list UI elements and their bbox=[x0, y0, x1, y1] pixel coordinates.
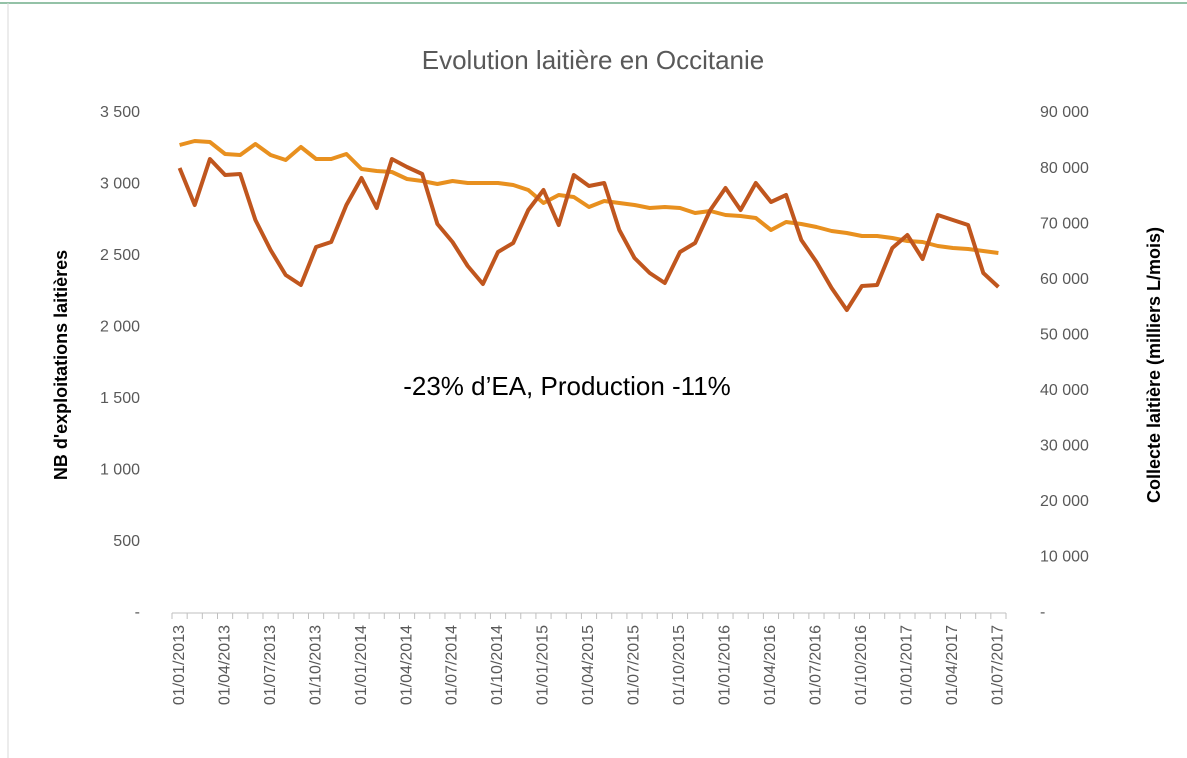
y2-tick-label: - bbox=[1040, 604, 1045, 621]
y-tick-label: 500 bbox=[113, 533, 140, 550]
x-tick-label: 01/10/2014 bbox=[489, 625, 506, 705]
y-tick-label: 2 500 bbox=[100, 247, 140, 264]
y-tick-label: - bbox=[135, 604, 140, 621]
y2-axis-title: Collecte laitière (milliers L/mois) bbox=[1144, 227, 1164, 503]
series-line bbox=[179, 139, 999, 255]
y-tick-label: 2 000 bbox=[100, 319, 140, 336]
x-tick-label: 01/04/2013 bbox=[216, 625, 233, 705]
x-tick-label: 01/10/2015 bbox=[671, 625, 688, 705]
y2-tick-label: 20 000 bbox=[1040, 493, 1089, 510]
x-tick-label: 01/04/2015 bbox=[580, 625, 597, 705]
y-tick-label: 1 500 bbox=[100, 390, 140, 407]
x-tick-label: 01/07/2015 bbox=[626, 625, 643, 705]
y2-tick-label: 10 000 bbox=[1040, 549, 1089, 566]
y2-tick-label: 80 000 bbox=[1040, 160, 1089, 177]
x-tick-label: 01/04/2017 bbox=[944, 625, 961, 705]
y-tick-label: 3 500 bbox=[100, 104, 140, 121]
x-tick-label: 01/01/2014 bbox=[353, 625, 370, 705]
x-tick-label: 01/07/2014 bbox=[444, 625, 461, 705]
annotation: -23% d’EA, Production -11% bbox=[403, 371, 731, 401]
x-tick-label: 01/07/2017 bbox=[990, 625, 1007, 705]
y2-tick-label: 50 000 bbox=[1040, 326, 1089, 343]
y2-tick-label: 60 000 bbox=[1040, 271, 1089, 288]
x-tick-label: 01/01/2016 bbox=[717, 625, 734, 705]
x-tick-label: 01/01/2013 bbox=[171, 625, 188, 705]
y2-tick-label: 30 000 bbox=[1040, 438, 1089, 455]
x-tick-label: 01/01/2015 bbox=[535, 625, 552, 705]
series-line bbox=[177, 157, 1000, 312]
y2-tick-label: 90 000 bbox=[1040, 104, 1089, 121]
x-tick-label: 01/04/2014 bbox=[398, 625, 415, 705]
y-axis-title: NB d'exploitations laitières bbox=[51, 250, 71, 480]
x-tick-label: 01/10/2013 bbox=[307, 625, 324, 705]
y-tick-label: 1 000 bbox=[100, 461, 140, 478]
y2-tick-label: 70 000 bbox=[1040, 215, 1089, 232]
x-tick-label: 01/04/2016 bbox=[762, 625, 779, 705]
x-tick-label: 01/01/2017 bbox=[899, 625, 916, 705]
y-tick-label: 3 000 bbox=[100, 176, 140, 193]
x-tick-label: 01/07/2013 bbox=[262, 625, 279, 705]
chart-title: Evolution laitière en Occitanie bbox=[422, 45, 765, 75]
y2-tick-label: 40 000 bbox=[1040, 382, 1089, 399]
x-tick-label: 01/10/2016 bbox=[853, 625, 870, 705]
x-tick-label: 01/07/2016 bbox=[808, 625, 825, 705]
